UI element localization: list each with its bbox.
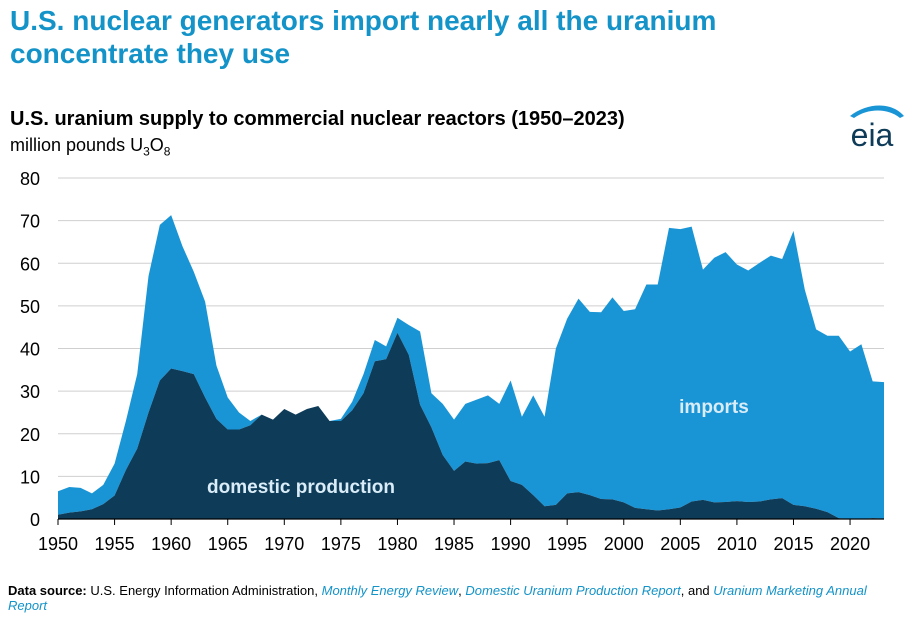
y-tick-label-10: 10 [20, 467, 40, 487]
x-tick-label-1995: 1995 [547, 534, 587, 554]
y-tick-label-70: 70 [20, 212, 40, 232]
y-tick-label-0: 0 [30, 510, 40, 530]
headline-line-1: U.S. nuclear generators import nearly al… [10, 5, 717, 36]
subtitle-text: million pounds U [10, 135, 144, 155]
chart-title: U.S. uranium supply to commercial nuclea… [10, 108, 625, 130]
source-link-domestic-uranium-production-report[interactable]: Domestic Uranium Production Report [465, 583, 681, 598]
y-tick-label-20: 20 [20, 425, 40, 445]
x-tick-label-1980: 1980 [377, 534, 417, 554]
y-tick-label-40: 40 [20, 340, 40, 360]
annotation-imports: imports [679, 397, 749, 418]
x-axis: 1950 1955 1960 1965 1970 1975 1980 1985 1990 1995… [38, 518, 884, 554]
series-domestic-production-area [58, 332, 884, 519]
y-tick-label-80: 80 [20, 169, 40, 189]
source-sep-1: , [458, 583, 462, 598]
y-tick-label-30: 30 [20, 382, 40, 402]
x-tick-label-2005: 2005 [660, 534, 700, 554]
x-tick-label-1985: 1985 [434, 534, 474, 554]
x-tick-label-2000: 2000 [604, 534, 644, 554]
y-tick-label-60: 60 [20, 254, 40, 274]
x-tick-label-2015: 2015 [773, 534, 813, 554]
source-sep-2: , and [680, 583, 710, 598]
area-series [58, 215, 884, 519]
x-tick-label-1970: 1970 [264, 534, 304, 554]
eia-logo-icon: eia [850, 105, 904, 153]
series-imports-area [58, 215, 884, 519]
x-tick-label-2020: 2020 [830, 534, 870, 554]
subtitle-sub-1: 3 [143, 144, 150, 159]
x-tick-label-1960: 1960 [151, 534, 191, 554]
x-tick-label-1965: 1965 [208, 534, 248, 554]
x-tick-label-1990: 1990 [491, 534, 531, 554]
subtitle-sub-2: 8 [163, 144, 171, 159]
source-label: Data source: [8, 583, 87, 598]
headline: U.S. nuclear generators import nearly al… [10, 4, 910, 70]
source-link-monthly-energy-review[interactable]: Monthly Energy Review [321, 583, 459, 598]
x-tick-label-2010: 2010 [717, 534, 757, 554]
x-tick-label-1955: 1955 [95, 534, 135, 554]
y-tick-label-50: 50 [20, 297, 40, 317]
subtitle-mid: O [149, 135, 164, 155]
x-tick-label-1975: 1975 [321, 534, 361, 554]
y-axis: 0 10 20 30 40 50 60 70 80 [20, 169, 40, 530]
data-source: Data source: U.S. Energy Information Adm… [8, 583, 908, 613]
source-link-uranium-marketing-annual-report[interactable]: Uranium Marketing Annual Report [8, 583, 867, 613]
source-prefix: U.S. Energy Information Administration, [90, 583, 318, 598]
headline-line-2: concentrate they use [10, 38, 291, 69]
chart-subtitle: million pounds U3O8 [10, 135, 170, 159]
logo-text: eia [851, 117, 894, 153]
x-tick-label-1950: 1950 [38, 534, 78, 554]
annotation-domestic-production: domestic production [207, 477, 395, 498]
series-labels: imports domestic production [207, 397, 749, 498]
